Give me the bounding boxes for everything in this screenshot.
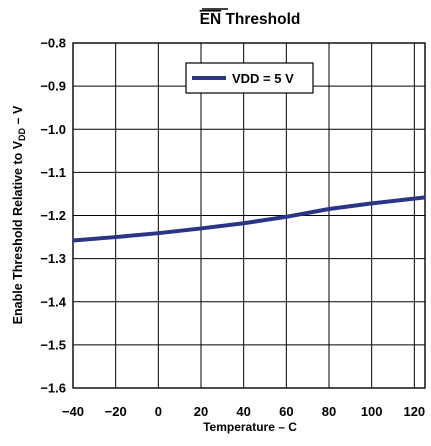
y-tick-label: −1.2 [40,208,66,223]
y-axis-label-main: Enable Threshold Relative to V [11,140,25,324]
chart-title-suffix: Threshold [221,11,300,28]
y-tick-labels: −0.8 −0.9 −1.0 −1.1 −1.2 −1.3 −1.4 −1.5 −1.6 [40,36,66,396]
legend: VDD = 5 V [185,62,314,94]
y-tick-label: −1.6 [40,381,66,396]
y-tick-label: −1.0 [40,122,66,137]
x-tick-label: 100 [361,404,383,419]
y-tick-label: −1.5 [40,337,66,352]
y-tick-label: −0.8 [40,36,66,51]
y-axis-label: Enable Threshold Relative to VDD – V [11,105,27,324]
chart-title: EN Threshold [200,11,301,28]
x-tick-label: −20 [105,404,127,419]
x-tick-label: 60 [279,404,293,419]
x-tick-label: 20 [194,404,208,419]
x-tick-labels: −40 −20 0 20 40 60 80 100 120 [62,404,425,419]
x-tick-label: 0 [155,404,162,419]
series-line [72,195,426,243]
y-axis-label-tail: – V [11,105,25,128]
x-axis-label: Temperature – C [203,420,297,434]
x-tick-label: 120 [403,404,425,419]
legend-label: VDD = 5 V [232,71,294,86]
x-tick-label: 40 [236,404,250,419]
y-axis-label-sub: DD [17,127,27,140]
series-group [72,195,426,243]
x-tick-label: 80 [322,404,336,419]
y-tick-label: −1.3 [40,251,66,266]
y-tick-label: −1.1 [40,165,66,180]
plot-frame [72,42,426,389]
chart-title-prefix: EN [200,11,222,28]
x-tick-label: −40 [62,404,84,419]
y-tick-label: −1.4 [40,294,66,309]
y-tick-label: −0.9 [40,79,66,94]
